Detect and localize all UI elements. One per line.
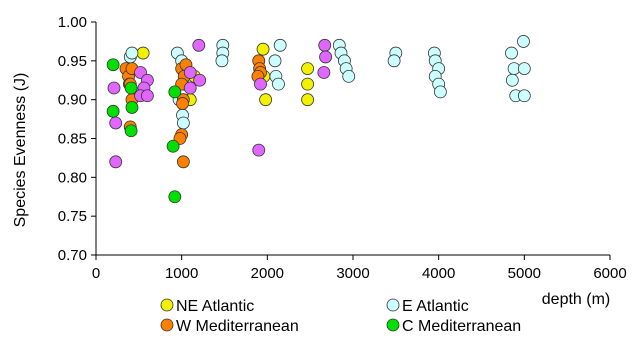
data-point: [124, 81, 138, 95]
series-c-mediterranean: [106, 58, 182, 204]
y-tick-label: 0.80: [58, 169, 87, 186]
data-point: [109, 155, 123, 169]
legend-marker: [160, 298, 174, 312]
data-point: [166, 139, 180, 153]
data-point: [318, 38, 332, 52]
y-tick-label: 1.00: [58, 14, 87, 31]
data-point: [342, 69, 356, 83]
data-point: [301, 62, 314, 75]
x-tick-label: 4000: [422, 265, 455, 282]
y-axis-title: Species Evenness (J): [12, 73, 29, 228]
data-point: [136, 46, 150, 60]
data-point: [273, 38, 287, 52]
legend-marker: [386, 298, 400, 312]
data-point: [254, 77, 267, 91]
data-point: [125, 101, 139, 114]
data-point: [268, 54, 282, 68]
legend: NE Atlantic E Atlantic W Mediterranean C Me…: [160, 298, 521, 335]
y-tick-label: 0.70: [58, 247, 87, 264]
data-point: [259, 93, 273, 107]
y-tick-label: 0.85: [58, 131, 87, 148]
data-point: [193, 73, 207, 87]
data-point: [301, 93, 314, 107]
series-e-atlantic: [123, 35, 531, 130]
data-point: [106, 58, 120, 72]
data-point: [252, 143, 266, 157]
legend-marker: [386, 318, 400, 332]
data-point: [183, 66, 197, 79]
data-point: [124, 124, 138, 138]
legend-label: C Mediterranean: [402, 318, 521, 335]
series-ne-atlantic: [136, 42, 314, 107]
data-point: [256, 42, 270, 56]
x-axis-title: depth (m): [542, 291, 610, 308]
x-tick-label: 3000: [336, 265, 369, 282]
data-point: [106, 104, 120, 118]
data-point: [168, 190, 182, 204]
y-tick-label: 0.75: [58, 208, 87, 225]
data-point: [176, 116, 190, 130]
data-point: [301, 77, 314, 91]
data-point: [168, 85, 182, 99]
data-point: [192, 38, 206, 52]
data-point: [319, 50, 332, 64]
data-point: [109, 116, 123, 130]
series-unlabeled: [107, 38, 332, 169]
plot-area: 0.70 0.75 0.80 0.85 0.90 0.95 1.00 0 1000 2000 300…: [58, 14, 627, 282]
y-tick-label: 0.90: [58, 92, 87, 109]
legend-marker: [160, 318, 174, 332]
x-tick-label: 1000: [165, 265, 198, 282]
data-point: [272, 77, 285, 91]
data-point: [433, 85, 447, 99]
x-tick-label: 5000: [508, 265, 541, 282]
data-point: [317, 66, 331, 79]
data-point: [125, 46, 139, 60]
x-tick-label: 2000: [251, 265, 284, 282]
legend-label: E Atlantic: [402, 298, 469, 315]
data-point: [215, 54, 229, 68]
data-point: [505, 46, 518, 60]
data-point: [517, 62, 531, 75]
y-tick-label: 0.95: [58, 53, 87, 70]
data-point: [176, 155, 190, 169]
data-point: [517, 35, 530, 48]
x-tick-label: 6000: [593, 265, 626, 282]
x-tick-label: 0: [92, 265, 100, 282]
data-point: [176, 97, 189, 110]
data-point: [140, 89, 154, 103]
legend-label: W Mediterranean: [176, 318, 299, 335]
data-point: [517, 89, 531, 103]
data-point: [183, 81, 197, 95]
data-point: [505, 73, 519, 87]
legend-label: NE Atlantic: [176, 298, 254, 315]
data-point: [387, 54, 401, 68]
data-point: [107, 81, 121, 95]
